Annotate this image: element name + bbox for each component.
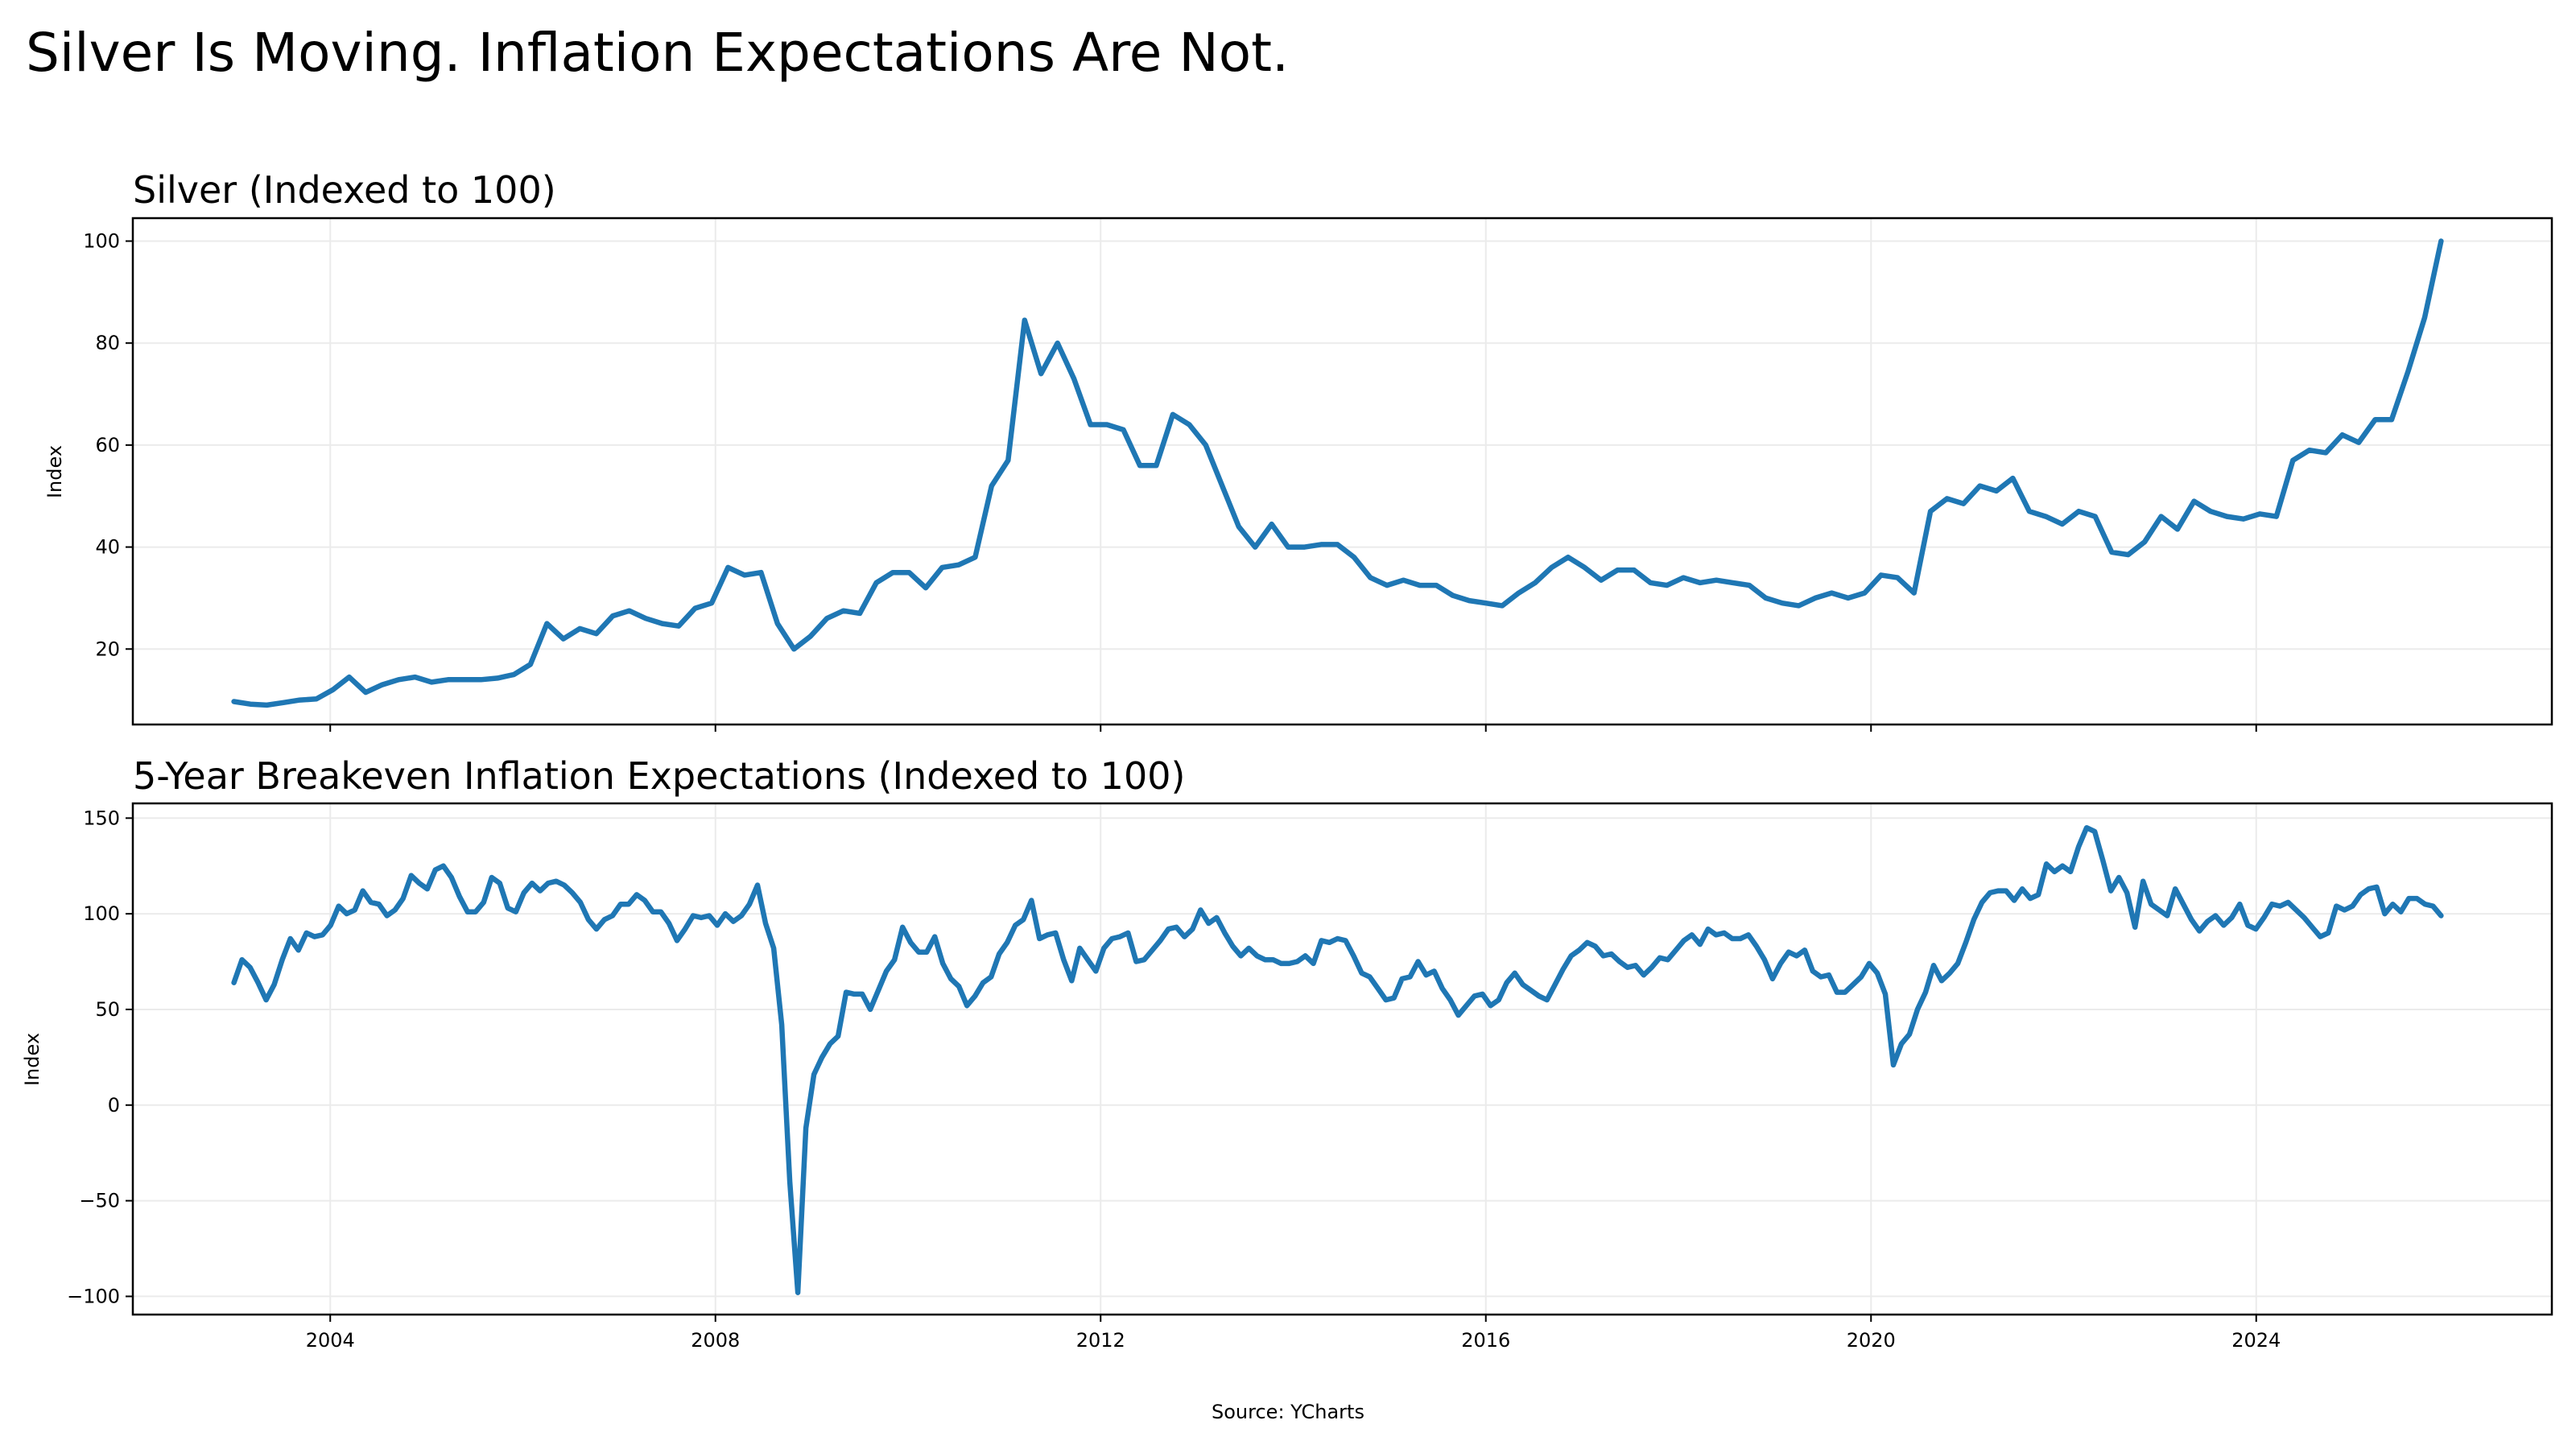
x-tick-label: 2004 — [306, 1329, 355, 1352]
x-tick-label: 2024 — [2231, 1329, 2281, 1352]
source-note: Source: YCharts — [1212, 1401, 1364, 1423]
silver-chart: Silver (Indexed to 100) Index 20 40 60 80 10… — [43, 168, 2553, 732]
x-tick-label: 2012 — [1076, 1329, 1125, 1352]
silver-plot-frame — [131, 217, 2553, 726]
figure-title: Silver Is Moving. Inflation Expectations… — [26, 22, 1289, 84]
y-tick-label: 100 — [83, 230, 120, 253]
y-tick-label: 0 — [108, 1094, 120, 1117]
x-tick-label: 2016 — [1461, 1329, 1510, 1352]
y-tick-label: 80 — [95, 332, 120, 354]
breakeven-series-line — [231, 824, 2444, 1295]
y-tick-label: 150 — [83, 807, 120, 829]
breakeven-chart-title: 5-Year Breakeven Inflation Expectations … — [133, 754, 1185, 798]
y-tick-label: 60 — [95, 434, 120, 456]
y-tick-label: 40 — [95, 536, 120, 559]
breakeven-plot-frame — [131, 802, 2553, 1316]
silver-chart-title: Silver (Indexed to 100) — [133, 168, 556, 212]
y-tick-label: −50 — [79, 1190, 120, 1212]
y-tick-label: 100 — [83, 902, 120, 925]
silver-series-line — [231, 238, 2444, 708]
y-tick-label: 50 — [95, 998, 120, 1021]
breakeven-chart: 5-Year Breakeven Inflation Expectations … — [21, 754, 2553, 1352]
breakeven-y-axis-label: Index — [21, 1033, 43, 1086]
x-tick-label: 2020 — [1847, 1329, 1896, 1352]
silver-y-axis-label: Index — [43, 445, 66, 498]
x-tick-label: 2008 — [691, 1329, 740, 1352]
y-tick-label: 20 — [95, 638, 120, 660]
y-tick-label: −100 — [67, 1285, 120, 1307]
